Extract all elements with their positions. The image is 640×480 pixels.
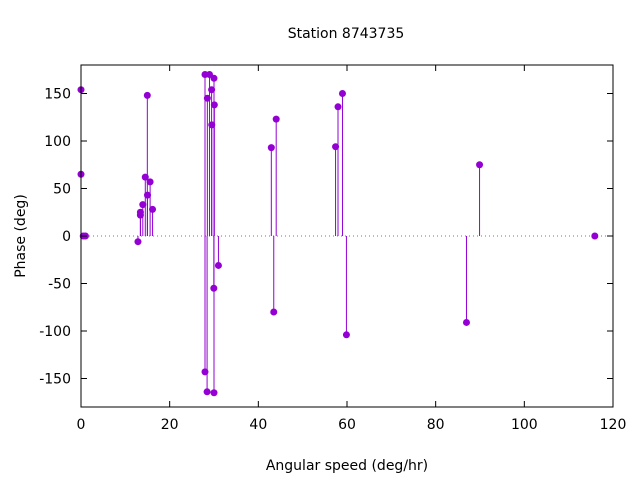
y-tick-label: -100 xyxy=(39,324,71,340)
data-point xyxy=(143,91,151,99)
x-tick-label: 20 xyxy=(161,417,179,433)
point-layer xyxy=(77,71,599,397)
chart-title: Station 8743735 xyxy=(288,26,405,42)
data-point xyxy=(332,143,340,151)
data-point xyxy=(591,232,599,240)
data-point xyxy=(272,115,280,123)
y-tick-label: -150 xyxy=(39,372,71,388)
data-point xyxy=(462,318,470,326)
x-tick-label: 120 xyxy=(600,417,627,433)
impulse-layer xyxy=(80,74,481,393)
data-point xyxy=(334,103,342,111)
data-point xyxy=(201,368,209,376)
data-point xyxy=(139,201,147,209)
data-point xyxy=(210,284,218,292)
data-point xyxy=(214,261,222,269)
x-axis-label: Angular speed (deg/hr) xyxy=(266,458,428,474)
y-tick-label: 150 xyxy=(44,87,71,103)
y-tick-label: 0 xyxy=(62,229,71,245)
y-tick-label: -50 xyxy=(48,277,71,293)
data-point xyxy=(267,144,275,152)
x-tick-label: 0 xyxy=(77,417,86,433)
data-point xyxy=(208,121,216,129)
data-point xyxy=(144,191,151,199)
data-point xyxy=(210,101,218,109)
tick-layer: 0 20 40 60 80 100 120 -150 -100 -50 0 50 100 150 xyxy=(39,65,626,433)
data-point xyxy=(208,86,216,94)
data-point xyxy=(141,173,149,181)
y-axis-label: Phase (deg) xyxy=(13,194,29,278)
data-point xyxy=(136,208,144,216)
x-tick-label: 40 xyxy=(249,417,267,433)
data-point xyxy=(338,90,346,97)
data-point xyxy=(203,94,211,102)
x-tick-label: 100 xyxy=(511,417,538,433)
y-tick-label: 100 xyxy=(44,134,71,150)
data-point xyxy=(270,308,278,316)
data-point xyxy=(134,238,142,246)
data-point xyxy=(342,331,350,339)
data-point xyxy=(146,178,154,186)
data-point xyxy=(149,205,157,213)
data-point xyxy=(210,74,218,82)
x-tick-label: 60 xyxy=(338,417,356,433)
data-point xyxy=(210,389,218,397)
data-point xyxy=(476,161,484,169)
data-point xyxy=(203,388,211,396)
y-tick-label: 50 xyxy=(53,182,71,198)
x-tick-label: 80 xyxy=(427,417,445,433)
